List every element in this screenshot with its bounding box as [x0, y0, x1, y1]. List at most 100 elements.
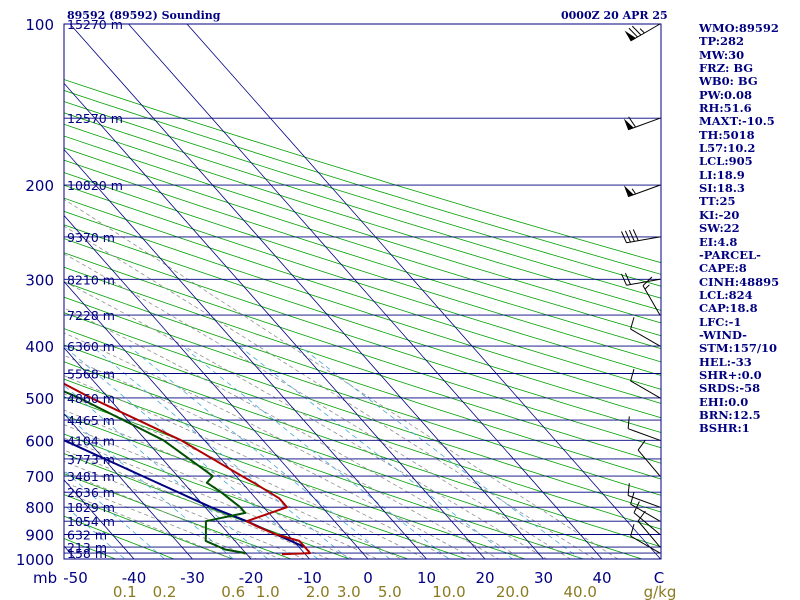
wind-barb-shaft [637, 449, 661, 477]
isotherm-line [128, 24, 603, 559]
index-item: RH:51.6 [699, 101, 752, 116]
index-item: EI:4.8 [699, 234, 738, 249]
wind-barb-feather [627, 416, 630, 429]
dry-adiabat-line [64, 296, 661, 496]
wind-barb-feather [630, 492, 635, 505]
index-item: LCL:824 [699, 287, 753, 302]
wind-barb-feather [624, 230, 631, 243]
height-label: 213 m [67, 540, 107, 555]
wind-barb-feather [642, 276, 653, 286]
index-item: TT:25 [699, 194, 736, 209]
moist-adiabat-line [64, 281, 548, 559]
index-item: -WIND- [699, 327, 747, 342]
dry-adiabat-line [64, 266, 661, 464]
mixing-ratio-label: 3.0 [337, 583, 361, 600]
wind-barb [633, 501, 661, 535]
height-label: 7228 m [67, 308, 115, 323]
wind-barb-feather [628, 27, 638, 38]
moist-adiabat-line [64, 424, 379, 559]
wind-barb-shaft [627, 184, 661, 198]
wind-barb-feather [637, 510, 646, 522]
mixing-ratio-line [128, 345, 391, 559]
sounding-indices-panel: WMO:89592 TP:282 MW:30 FRZ: BG WB0: BG PW:0.0… [699, 21, 799, 436]
index-item: TP:282 [699, 34, 745, 49]
index-item: FRZ: BG [699, 61, 754, 76]
wind-barb [642, 276, 661, 316]
index-item: SI:18.3 [699, 181, 745, 196]
dry-adiabat-line [64, 79, 661, 264]
grid-layer [64, 24, 661, 559]
height-label: 9370 m [67, 230, 115, 245]
sounding-time-title: 0000Z 20 APR 25 [561, 9, 668, 22]
height-label: 1829 m [67, 500, 115, 515]
dry-adiabat-line [64, 328, 661, 530]
index-item: WMO:89592 [699, 21, 779, 35]
dry-adiabat-line [64, 252, 661, 449]
wind-barb-shaft [630, 380, 661, 399]
mixing-ratio-unit-label: g/kg [644, 583, 677, 600]
dry-adiabat-line [64, 344, 661, 548]
index-item: BRN:12.5 [699, 407, 761, 422]
pressure-tick-label: 100 [25, 16, 54, 34]
wind-barb-feather [621, 273, 627, 286]
moist-adiabat-line [64, 461, 306, 559]
moist-adiabat-line [64, 471, 282, 559]
wind-barb-shaft [642, 285, 661, 316]
wind-barb [637, 510, 661, 548]
height-label: 3773 m [67, 452, 115, 467]
wind-barb-feather [624, 272, 631, 285]
frame-layer [63, 23, 662, 560]
moist-adiabat-line [64, 225, 595, 559]
index-item: BSHR:1 [699, 421, 750, 436]
height-label: 4104 m [67, 433, 115, 448]
dry-adiabat-line [64, 378, 585, 559]
pressure-unit-label: mb [33, 569, 57, 587]
index-item: SHR+:0.0 [699, 367, 762, 382]
mixing-ratio-label: 0.6 [221, 583, 245, 600]
wind-barb-pennant [624, 30, 636, 41]
moist-adiabat-line [64, 198, 619, 559]
dry-adiabat-line [64, 312, 661, 513]
dry-adiabat-line [64, 473, 293, 559]
wind-barb-feather [637, 439, 646, 451]
plot-frame [63, 23, 662, 560]
index-item: KI:-20 [699, 207, 740, 222]
moist-adiabat-line [64, 409, 403, 559]
isotherm-line [64, 347, 252, 559]
pressure-tick-label: 800 [25, 499, 54, 517]
mixing-ratio-line [182, 345, 450, 559]
wind-barb [630, 524, 661, 554]
dry-adiabat-line [64, 89, 661, 275]
index-item: STM:157/10 [699, 341, 778, 356]
isotherm-line [186, 24, 661, 559]
pressure-tick-label: 400 [25, 338, 54, 356]
isotherm-line [64, 413, 193, 559]
wind-barb-shaft [630, 503, 661, 522]
index-item: L57:10.2 [699, 141, 756, 156]
moist-adiabat-line [64, 253, 572, 559]
sounding-station-title: 89592 (89592) Sounding [67, 9, 221, 22]
index-item: PW:0.08 [699, 87, 753, 102]
wind-barb-feather [630, 524, 635, 537]
index-item: HEL:-33 [699, 354, 752, 369]
index-item: SRDS:-58 [699, 381, 761, 396]
dry-adiabat-line [64, 224, 661, 419]
temperature-tick-label: -20 [239, 569, 264, 587]
wind-barb-half-feather [639, 28, 645, 34]
height-label: 8210 m [67, 272, 115, 287]
wind-barb-feather [632, 229, 639, 241]
wind-barb-shaft [630, 328, 661, 347]
moist-adiabat-line [64, 393, 427, 559]
height-label: 158 m [67, 546, 107, 561]
height-label: 12570 m [67, 111, 123, 126]
wind-barb [624, 23, 661, 42]
wind-barb-feather [631, 25, 642, 36]
wind-barb-feather [621, 231, 627, 244]
wind-barb-shaft [630, 535, 661, 554]
dry-adiabat-line [64, 396, 527, 559]
dry-adiabat-line [64, 112, 661, 299]
wind-barb [623, 184, 661, 198]
mixing-ratio-label: 20.0 [496, 583, 529, 600]
mixing-ratio-label: 5.0 [378, 583, 402, 600]
